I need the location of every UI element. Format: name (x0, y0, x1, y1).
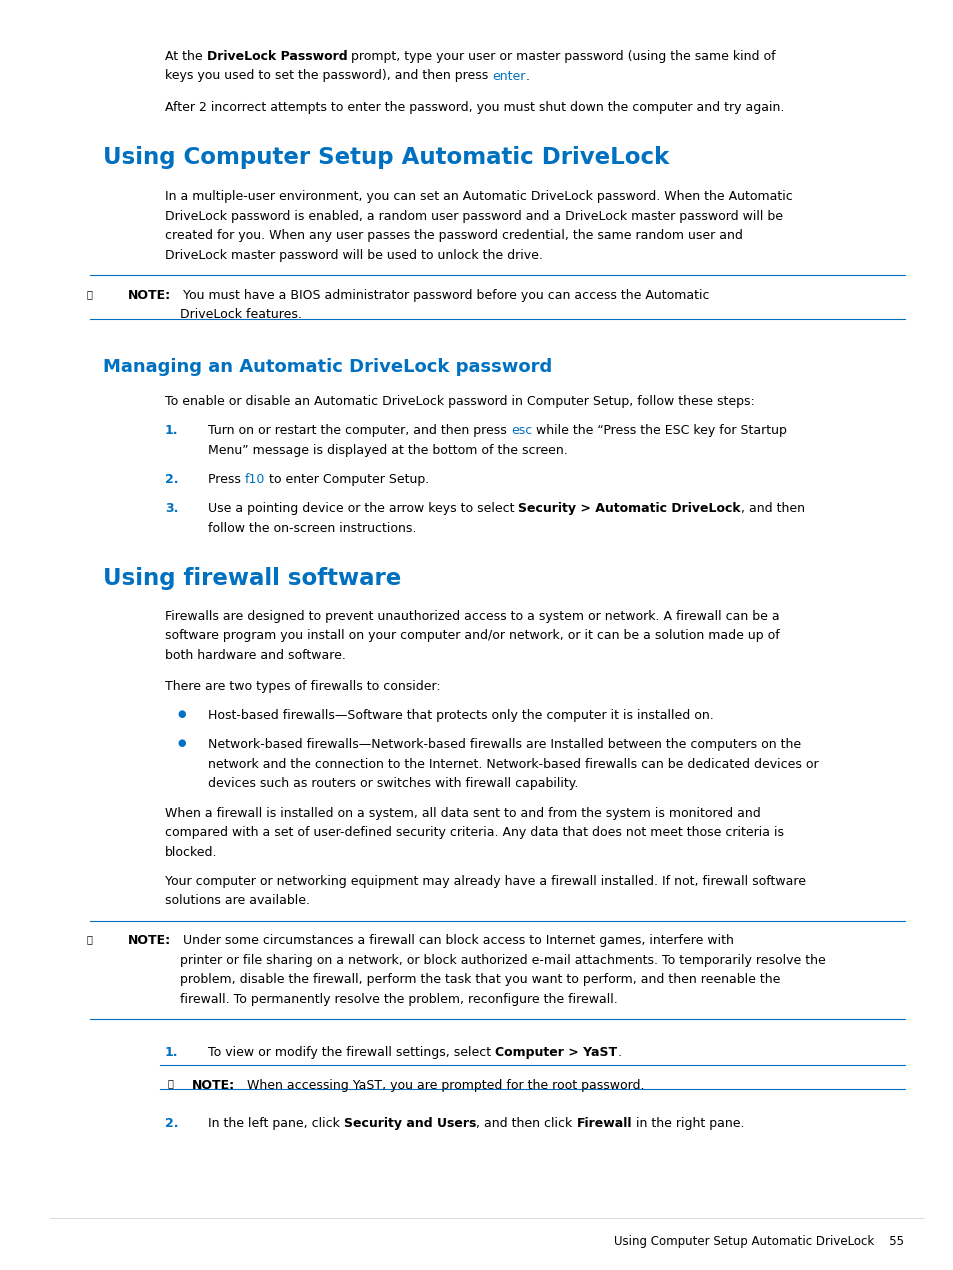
Text: while the “Press the ESC key for Startup: while the “Press the ESC key for Startup (532, 424, 786, 437)
Text: problem, disable the firewall, perform the task that you want to perform, and th: problem, disable the firewall, perform t… (180, 973, 780, 987)
Text: Firewall: Firewall (576, 1116, 631, 1129)
Text: follow the on-screen instructions.: follow the on-screen instructions. (208, 522, 416, 535)
Text: software program you install on your computer and/or network, or it can be a sol: software program you install on your com… (165, 629, 779, 643)
Text: Security > Automatic DriveLock: Security > Automatic DriveLock (518, 503, 740, 516)
Text: Firewalls are designed to prevent unauthorized access to a system or network. A : Firewalls are designed to prevent unauth… (165, 610, 779, 622)
Text: .: . (525, 70, 529, 83)
Text: You must have a BIOS administrator password before you can access the Automatic: You must have a BIOS administrator passw… (171, 288, 709, 302)
Text: To enable or disable an Automatic DriveLock password in Computer Setup, follow t: To enable or disable an Automatic DriveL… (165, 395, 754, 408)
Text: 📋: 📋 (168, 1078, 173, 1088)
Text: In the left pane, click: In the left pane, click (208, 1116, 343, 1129)
Text: 1.: 1. (165, 424, 178, 437)
Text: Menu” message is displayed at the bottom of the screen.: Menu” message is displayed at the bottom… (208, 444, 567, 457)
Text: When accessing YaST, you are prompted for the root password.: When accessing YaST, you are prompted fo… (234, 1078, 644, 1092)
Text: printer or file sharing on a network, or block authorized e-mail attachments. To: printer or file sharing on a network, or… (180, 954, 825, 966)
Text: Managing an Automatic DriveLock password: Managing an Automatic DriveLock password (103, 358, 552, 376)
Text: When a firewall is installed on a system, all data sent to and from the system i: When a firewall is installed on a system… (165, 806, 760, 819)
Text: NOTE:: NOTE: (128, 288, 171, 302)
Text: to enter Computer Setup.: to enter Computer Setup. (265, 474, 429, 486)
Text: 1.: 1. (165, 1046, 178, 1059)
Text: f10: f10 (245, 474, 265, 486)
Text: compared with a set of user-defined security criteria. Any data that does not me: compared with a set of user-defined secu… (165, 826, 783, 839)
Text: Turn on or restart the computer, and then press: Turn on or restart the computer, and the… (208, 424, 510, 437)
Text: enter: enter (492, 70, 525, 83)
Text: devices such as routers or switches with firewall capability.: devices such as routers or switches with… (208, 777, 578, 790)
Text: esc: esc (510, 424, 532, 437)
Text: ●: ● (177, 709, 185, 719)
Text: DriveLock Password: DriveLock Password (207, 50, 347, 64)
Text: Network-based firewalls—Network-based firewalls are Installed between the comput: Network-based firewalls—Network-based fi… (208, 738, 801, 752)
Text: created for you. When any user passes the password credential, the same random u: created for you. When any user passes th… (165, 230, 742, 243)
Text: solutions are available.: solutions are available. (165, 894, 310, 907)
Text: blocked.: blocked. (165, 846, 217, 859)
Text: in the right pane.: in the right pane. (631, 1116, 743, 1129)
Text: , and then: , and then (740, 503, 804, 516)
Text: network and the connection to the Internet. Network-based firewalls can be dedic: network and the connection to the Intern… (208, 758, 818, 771)
Text: In a multiple-user environment, you can set an Automatic DriveLock password. Whe: In a multiple-user environment, you can … (165, 190, 792, 203)
Text: Your computer or networking equipment may already have a firewall installed. If : Your computer or networking equipment ma… (165, 875, 805, 888)
Text: both hardware and software.: both hardware and software. (165, 649, 346, 662)
Text: Under some circumstances a firewall can block access to Internet games, interfer: Under some circumstances a firewall can … (171, 935, 733, 947)
Text: Security and Users: Security and Users (343, 1116, 476, 1129)
Text: NOTE:: NOTE: (192, 1078, 234, 1092)
Text: Using Computer Setup Automatic DriveLock: Using Computer Setup Automatic DriveLock (103, 146, 669, 169)
Text: To view or modify the firewall settings, select: To view or modify the firewall settings,… (208, 1046, 495, 1059)
Text: , and then click: , and then click (476, 1116, 576, 1129)
Text: Host-based firewalls—Software that protects only the computer it is installed on: Host-based firewalls—Software that prote… (208, 709, 713, 723)
Text: keys you used to set the password), and then press: keys you used to set the password), and … (165, 70, 492, 83)
Text: DriveLock features.: DriveLock features. (180, 309, 301, 321)
Text: NOTE:: NOTE: (128, 935, 171, 947)
Text: Using Computer Setup Automatic DriveLock    55: Using Computer Setup Automatic DriveLock… (614, 1234, 903, 1248)
Text: firewall. To permanently resolve the problem, reconfigure the firewall.: firewall. To permanently resolve the pro… (180, 993, 618, 1006)
Text: Using firewall software: Using firewall software (103, 566, 401, 589)
Text: ●: ● (177, 738, 185, 748)
Text: 3.: 3. (165, 503, 178, 516)
Text: 📋: 📋 (87, 935, 92, 945)
Text: 2.: 2. (165, 1116, 178, 1129)
Text: There are two types of firewalls to consider:: There are two types of firewalls to cons… (165, 679, 440, 693)
Text: 2.: 2. (165, 474, 178, 486)
Text: After 2 incorrect attempts to enter the password, you must shut down the compute: After 2 incorrect attempts to enter the … (165, 100, 783, 114)
Text: prompt, type your user or master password (using the same kind of: prompt, type your user or master passwor… (347, 50, 775, 64)
Text: DriveLock password is enabled, a random user password and a DriveLock master pas: DriveLock password is enabled, a random … (165, 210, 782, 224)
Text: Use a pointing device or the arrow keys to select: Use a pointing device or the arrow keys … (208, 503, 518, 516)
Text: 📋: 📋 (87, 288, 92, 298)
Text: Press: Press (208, 474, 245, 486)
Text: At the: At the (165, 50, 207, 64)
Text: Computer > YaST: Computer > YaST (495, 1046, 617, 1059)
Text: DriveLock master password will be used to unlock the drive.: DriveLock master password will be used t… (165, 249, 542, 262)
Text: .: . (617, 1046, 620, 1059)
